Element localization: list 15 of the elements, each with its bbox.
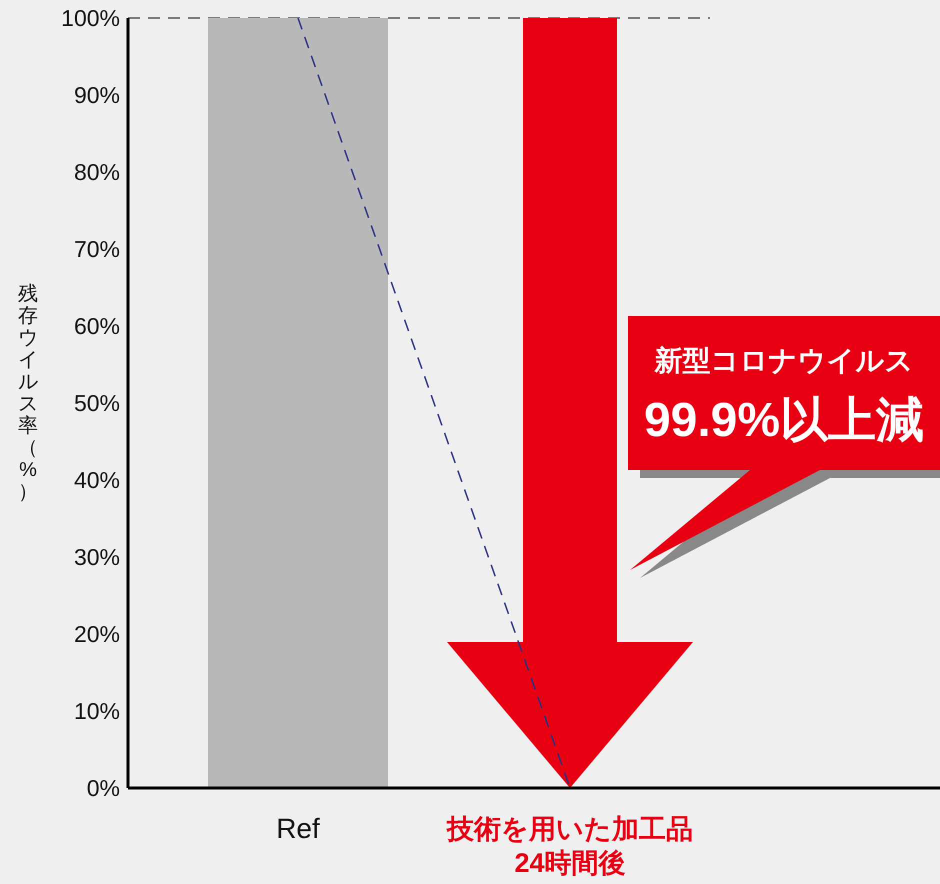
y-tick-label: 40%: [74, 467, 120, 493]
y-tick-label: 60%: [74, 313, 120, 339]
annotation: 新型コロナウイルス 99.9%以上減: [644, 345, 924, 447]
y-tick-label: 70%: [74, 236, 120, 262]
y-tick-label: 50%: [74, 390, 120, 416]
text: 残存ウイルス率（%）: [18, 283, 38, 503]
y-tick-label: 0%: [86, 775, 120, 801]
y-tick-label: 30%: [74, 544, 120, 570]
y-tick-label: 90%: [74, 82, 120, 108]
y-tick-label: 80%: [74, 159, 120, 185]
y-tick-label: 10%: [74, 698, 120, 724]
x-tick-label: Ref: [276, 813, 320, 844]
x-tick-label: 技術を用いた加工品 24時間後: [446, 814, 693, 878]
y-tick-label: 100%: [61, 5, 120, 31]
y-tick-label: 20%: [74, 621, 120, 647]
